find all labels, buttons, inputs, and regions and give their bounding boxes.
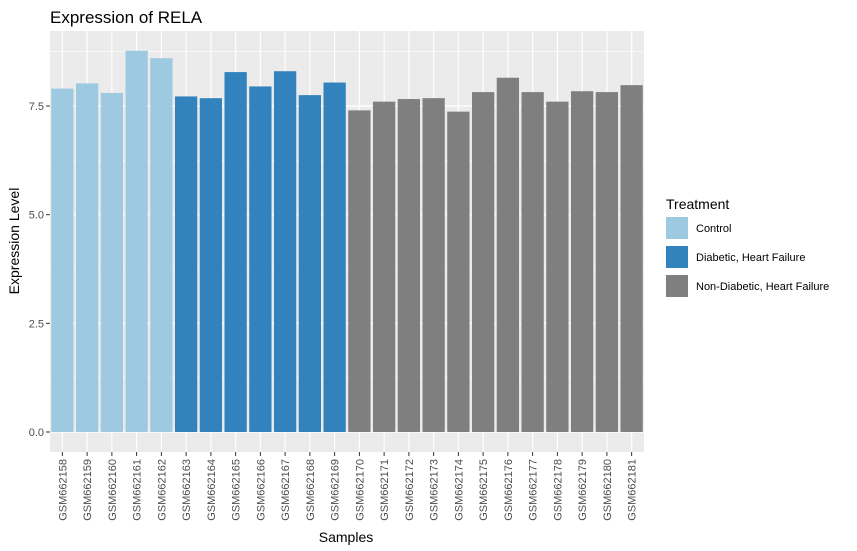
bar: [51, 88, 74, 432]
bar: [125, 50, 148, 432]
x-tick-label: GSM662180: [602, 459, 614, 521]
bar: [249, 86, 272, 432]
bar: [348, 110, 371, 432]
x-tick-label: GSM662160: [107, 459, 119, 521]
y-tick-label: 0.0: [29, 427, 44, 439]
x-tick-label: GSM662170: [354, 459, 366, 521]
x-tick-label: GSM662158: [57, 459, 69, 521]
x-tick-label: GSM662175: [478, 459, 490, 521]
x-tick-label: GSM662159: [82, 459, 94, 521]
legend-title: Treatment: [666, 196, 729, 212]
bar: [150, 58, 173, 432]
x-tick-label: GSM662178: [552, 459, 564, 521]
x-tick-label: GSM662179: [577, 459, 589, 521]
plot-panel: [50, 31, 644, 452]
bar: [224, 72, 247, 432]
y-tick-label: 2.5: [29, 318, 44, 330]
bar: [298, 95, 322, 432]
legend-key: [666, 275, 688, 297]
bar: [471, 92, 495, 432]
legend-key: [666, 246, 688, 268]
legend-label: Control: [696, 223, 731, 235]
bar: [620, 85, 643, 433]
x-tick-label: GSM662168: [305, 459, 317, 521]
bar: [570, 91, 594, 432]
x-tick-label: GSM662176: [503, 459, 515, 521]
bar: [75, 83, 99, 432]
bar: [273, 71, 297, 432]
x-tick-label: GSM662174: [453, 459, 465, 521]
bar: [100, 92, 124, 433]
bar: [174, 96, 198, 433]
bar: [496, 77, 520, 432]
legend: Treatment Control Diabetic, Heart Failure…: [666, 196, 829, 297]
chart-title: Expression of RELA: [50, 8, 203, 27]
x-tick-label: GSM662162: [156, 459, 168, 521]
bar: [397, 99, 421, 432]
bar: [546, 101, 569, 433]
y-axis: 0.0 2.5 5.0 7.5: [29, 101, 50, 439]
bar: [323, 82, 346, 432]
x-tick-label: GSM662165: [231, 459, 243, 521]
x-tick-label: GSM662181: [627, 459, 639, 521]
bars: [51, 50, 643, 433]
x-tick-label: GSM662167: [280, 459, 292, 521]
bar: [447, 111, 470, 432]
legend-key: [666, 217, 688, 239]
legend-label: Non-Diabetic, Heart Failure: [696, 281, 829, 293]
bar: [422, 98, 445, 433]
x-tick-label: GSM662171: [379, 459, 391, 521]
legend-label: Diabetic, Heart Failure: [696, 252, 805, 264]
y-axis-title: Expression Level: [6, 188, 22, 295]
x-tick-label: GSM662173: [429, 459, 441, 521]
x-tick-label: GSM662161: [132, 459, 144, 521]
x-axis-title: Samples: [319, 529, 373, 545]
x-tick-label: GSM662164: [206, 459, 218, 521]
x-tick-label: GSM662166: [255, 459, 267, 521]
x-tick-label: GSM662177: [528, 459, 540, 521]
x-tick-label: GSM662172: [404, 459, 416, 521]
y-tick-label: 5.0: [29, 210, 44, 222]
bar: [595, 92, 619, 432]
bar: [199, 98, 223, 433]
x-axis: GSM662158 GSM662159 GSM662160 GSM662161 GSM6…: [57, 452, 639, 521]
x-tick-label: GSM662163: [181, 459, 193, 521]
bar: [372, 101, 396, 433]
x-tick-label: GSM662169: [330, 459, 342, 521]
bar: [521, 92, 544, 432]
y-tick-label: 7.5: [29, 101, 44, 113]
